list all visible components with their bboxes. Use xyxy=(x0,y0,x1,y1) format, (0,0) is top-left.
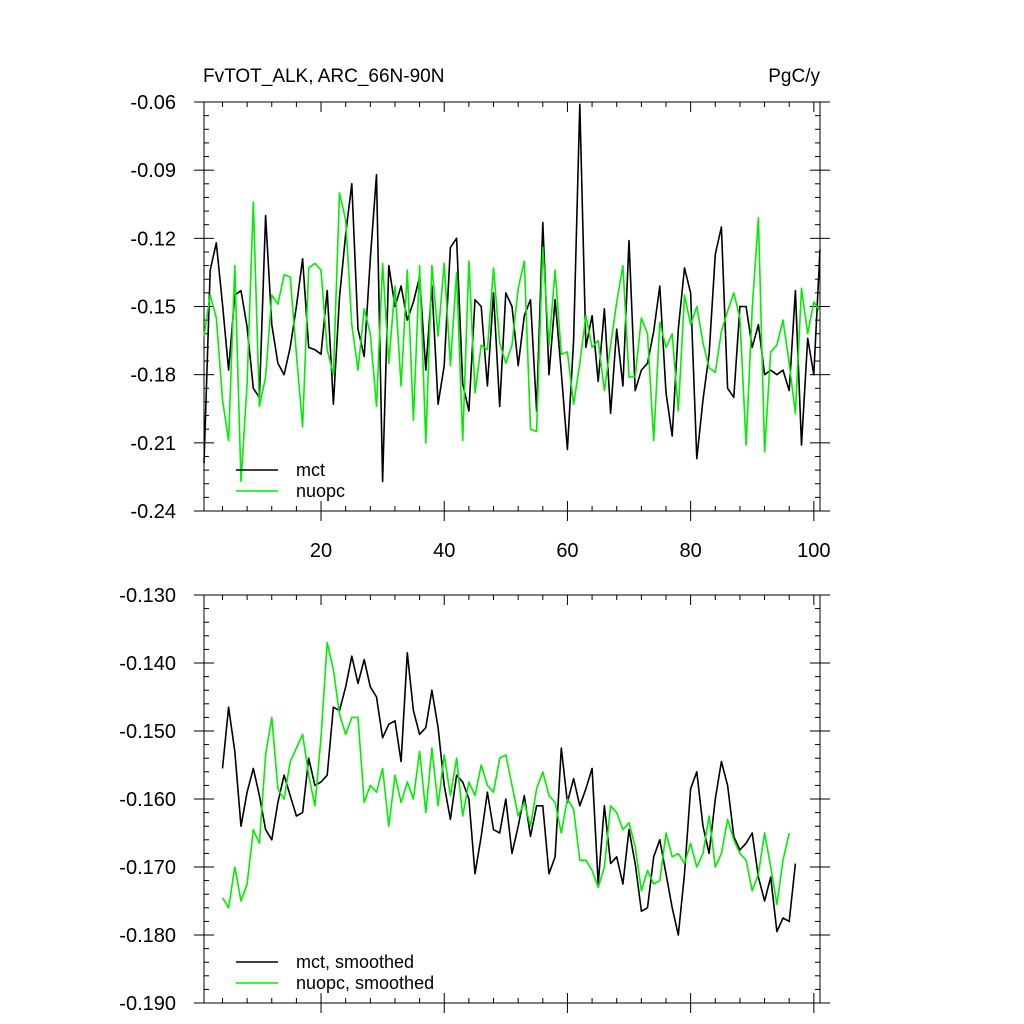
top-panel: 20 40 60 80 100 -0.24 -0.21 -0.18 -0.15 -0.12 -0.0… xyxy=(130,92,830,562)
chart-0-x-tick-label: 80 xyxy=(680,540,702,562)
chart-0-y-tick-label: -0.24 xyxy=(130,501,176,523)
chart-0-x-tick-label: 20 xyxy=(310,540,332,562)
chart-0-series-nuopc xyxy=(203,192,821,483)
chart-1-y-tick-label: -0.180 xyxy=(119,925,176,947)
chart-1-y-tick-label: -0.160 xyxy=(119,789,176,811)
chart-0-x-tick-label: 100 xyxy=(797,540,830,562)
chart-1-series-nuopc-smoothed xyxy=(221,641,790,909)
chart-1-y-tick-label: -0.130 xyxy=(119,585,176,607)
bottom-panel: -0.190 -0.180 -0.170 -0.160 -0.150 -0.140 -0.1… xyxy=(119,585,830,1015)
chart-0-y-tick-label: -0.09 xyxy=(130,160,176,182)
chart-1-series-mct-smoothed xyxy=(221,651,797,936)
chart-1-y-tick-label: -0.170 xyxy=(119,857,176,879)
units-label: PgC/y xyxy=(768,66,820,87)
chart-0-y-tick-label: -0.18 xyxy=(130,365,176,387)
chart-1-legend-label: nuopc, smoothed xyxy=(296,973,434,993)
chart-0-legend-label: nuopc xyxy=(296,481,345,501)
chart-1-legend-label: mct, smoothed xyxy=(296,952,414,972)
chart-0-legend-label: mct xyxy=(296,460,325,480)
chart-1-y-tick-label: -0.150 xyxy=(119,721,176,743)
chart-0-x-tick-label: 60 xyxy=(556,540,578,562)
chart-0-y-tick-label: -0.21 xyxy=(130,433,176,455)
chart-0-x-tick-label: 40 xyxy=(433,540,455,562)
chart-1-y-tick-label: -0.190 xyxy=(119,993,176,1015)
chart-1-frame xyxy=(203,594,821,1004)
chart-0-y-tick-label: -0.12 xyxy=(130,228,176,250)
chart-0-series-mct xyxy=(203,103,821,483)
chart-0-y-tick-label: -0.06 xyxy=(130,92,176,114)
chart-title: FvTOT_ALK, ARC_66N-90N xyxy=(203,66,444,87)
chart-0-y-tick-label: -0.15 xyxy=(130,297,176,319)
chart-1-y-tick-label: -0.140 xyxy=(119,653,176,675)
